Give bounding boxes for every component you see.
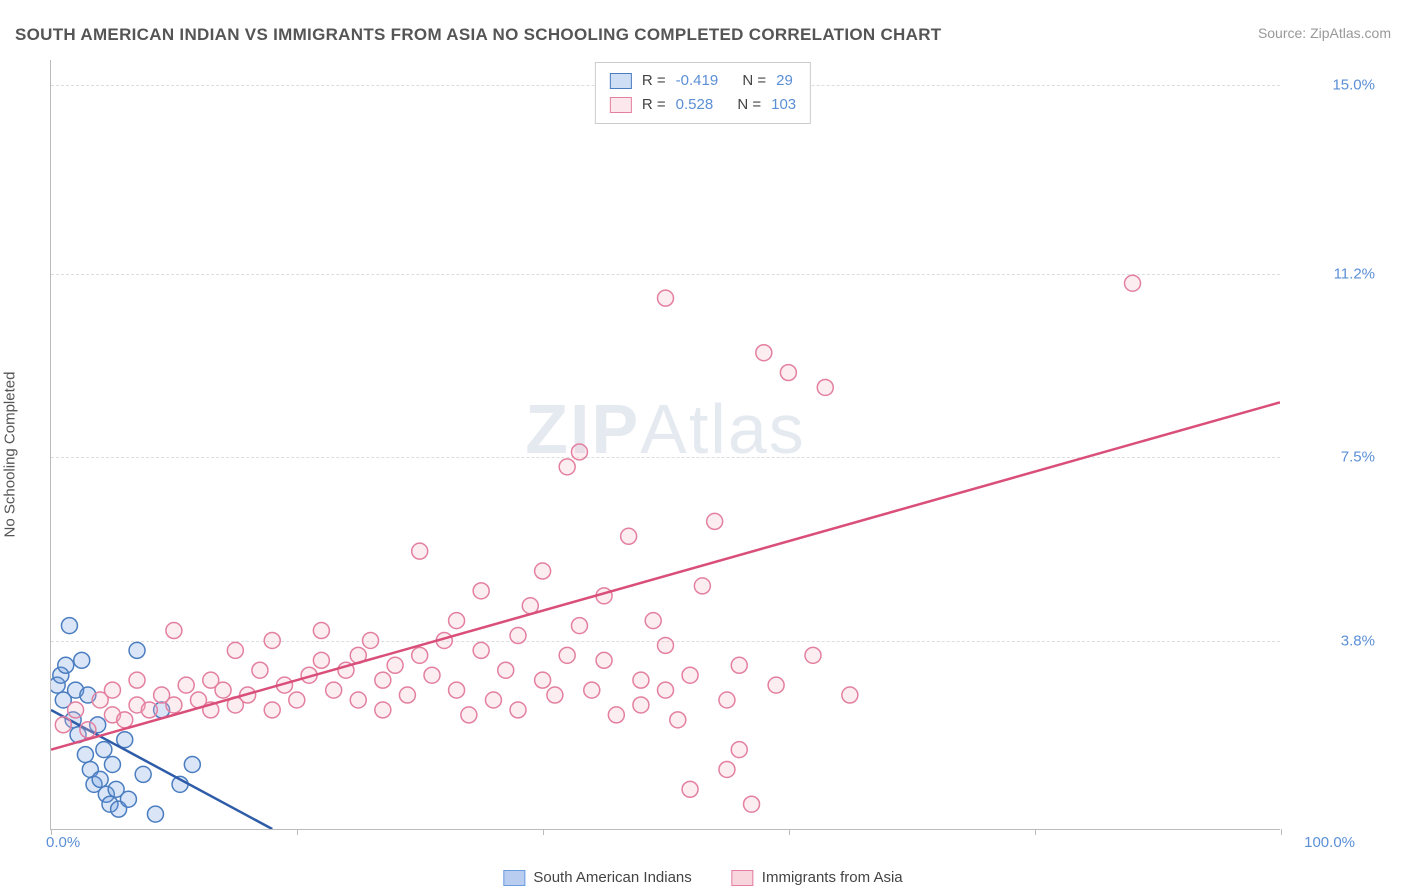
legend-label-series1: South American Indians [533,869,691,886]
swatch-series1 [610,73,632,89]
r-label: R = [642,69,666,93]
chart-container: SOUTH AMERICAN INDIAN VS IMMIGRANTS FROM… [0,0,1406,892]
n-value-series1: 29 [776,69,793,93]
r-label: R = [642,93,666,117]
legend-swatch-series2 [732,870,754,886]
correlation-stats-legend: R = -0.419 N = 29 R = 0.528 N = 103 [595,62,811,124]
n-label: N = [742,69,766,93]
legend-swatch-series1 [503,870,525,886]
stats-row-series1: R = -0.419 N = 29 [610,69,796,93]
series-legend: South American Indians Immigrants from A… [503,869,902,886]
swatch-series2 [610,97,632,113]
plot-area: ZIPAtlas 3.8%7.5%11.2%15.0%0.0%100.0% [50,60,1280,830]
legend-label-series2: Immigrants from Asia [762,869,903,886]
n-value-series2: 103 [771,93,796,117]
source-attribution: Source: ZipAtlas.com [1258,25,1391,41]
legend-item-series2: Immigrants from Asia [732,869,903,886]
legend-item-series1: South American Indians [503,869,691,886]
chart-title: SOUTH AMERICAN INDIAN VS IMMIGRANTS FROM… [15,25,941,45]
r-value-series2: 0.528 [676,93,714,117]
scatter-plot-svg [51,60,1280,829]
stats-row-series2: R = 0.528 N = 103 [610,93,796,117]
n-label: N = [737,93,761,117]
r-value-series1: -0.419 [676,69,719,93]
y-axis-label: No Schooling Completed [2,372,19,538]
